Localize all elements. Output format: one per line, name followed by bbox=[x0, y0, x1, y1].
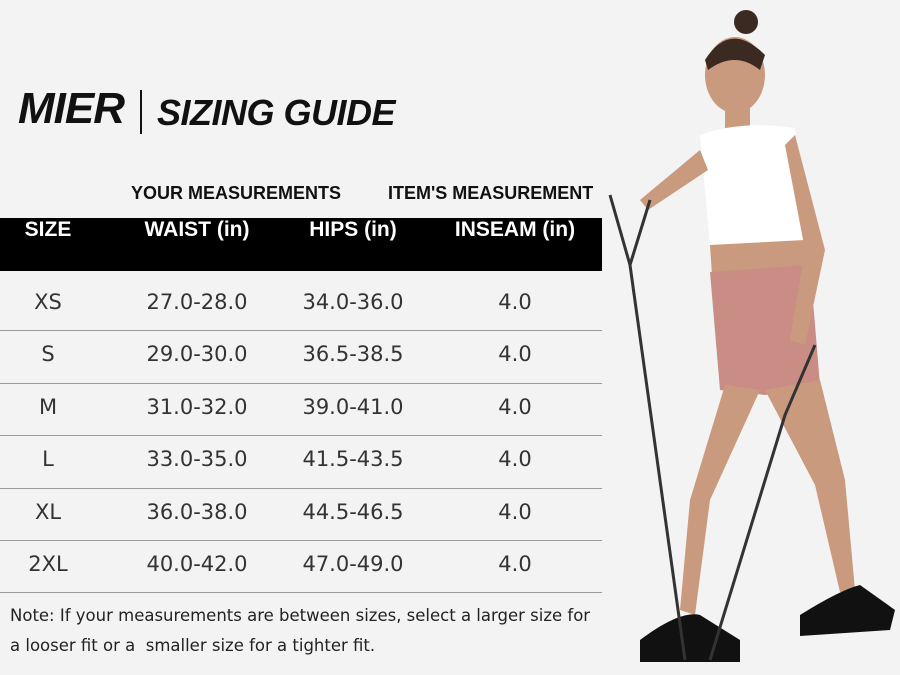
table-cell: 4.0 bbox=[498, 552, 532, 576]
group-header: ITEM'S MEASUREMENT bbox=[388, 183, 594, 203]
column-header: INSEAM (in) bbox=[454, 218, 576, 241]
table-cell: 4.0 bbox=[498, 394, 532, 419]
table-cell: XL bbox=[34, 499, 62, 524]
table-cell: S bbox=[41, 342, 55, 367]
title: SIZING GUIDE bbox=[157, 92, 396, 133]
brand: MIER bbox=[18, 84, 125, 133]
group-header: YOUR MEASUREMENTS bbox=[131, 183, 342, 203]
table-cell: 39.0-41.0 bbox=[302, 394, 404, 419]
table-cell: 27.0-28.0 bbox=[146, 290, 248, 314]
row-divider bbox=[0, 540, 602, 541]
note-line: Note: If your measurements are between s… bbox=[10, 606, 591, 625]
table-cell: 2XL bbox=[28, 552, 68, 576]
table-cell: 29.0-30.0 bbox=[146, 342, 248, 367]
table-cell: 41.5-43.5 bbox=[302, 447, 404, 472]
divider bbox=[140, 90, 142, 134]
model-photo bbox=[608, 10, 895, 662]
table-cell: 36.0-38.0 bbox=[146, 499, 248, 524]
table-cell: 47.0-49.0 bbox=[302, 552, 404, 576]
row-divider bbox=[0, 435, 602, 437]
table-cell: 36.5-38.5 bbox=[302, 342, 404, 367]
table-cell: L bbox=[42, 447, 54, 472]
column-header: WAIST (in) bbox=[144, 218, 250, 241]
table-header-band bbox=[0, 218, 602, 271]
row-divider bbox=[0, 330, 602, 332]
column-header: HIPS (in) bbox=[309, 218, 397, 241]
table-cell: 4.0 bbox=[498, 447, 532, 472]
table-cell: 44.5-46.5 bbox=[302, 499, 404, 524]
row-divider bbox=[0, 592, 602, 594]
table-cell: 40.0-42.0 bbox=[146, 552, 248, 576]
table-cell: 4.0 bbox=[498, 342, 532, 367]
table-cell: 34.0-36.0 bbox=[302, 290, 404, 314]
table-cell: 33.0-35.0 bbox=[146, 447, 248, 472]
table-cell: 31.0-32.0 bbox=[146, 394, 248, 419]
row-divider bbox=[0, 382, 602, 384]
row-divider bbox=[0, 487, 602, 489]
column-header: SIZE bbox=[24, 218, 72, 241]
note-line: a looser fit or a smaller size for a tig… bbox=[10, 636, 376, 655]
table-cell: M bbox=[38, 394, 58, 419]
table-cell: 4.0 bbox=[498, 499, 532, 524]
table-cell: XS bbox=[34, 290, 62, 314]
table-cell: 4.0 bbox=[498, 290, 532, 314]
